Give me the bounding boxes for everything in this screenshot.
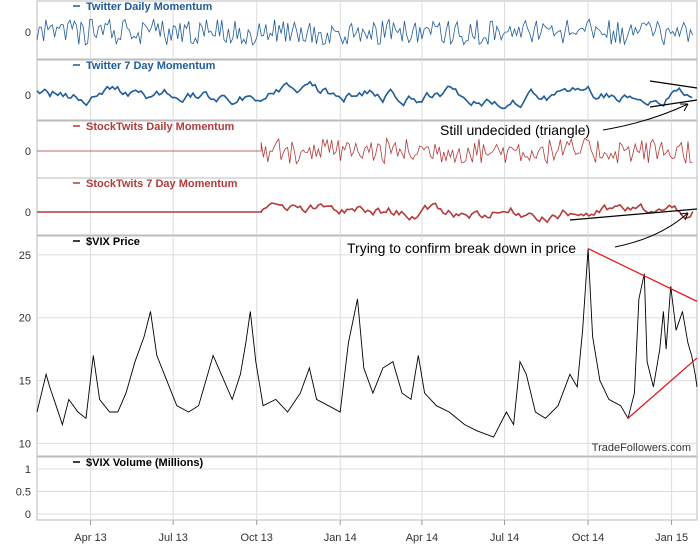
panel-title: Twitter 7 Day Momentum [86, 60, 216, 72]
annotation-still-undecided: Still undecided (triangle) [440, 122, 590, 138]
panel-3: StockTwits Daily Momentum 0 [25, 120, 698, 179]
panel-frame [36, 59, 698, 121]
y-tick-label: 25 [19, 250, 31, 262]
annotation-break-down: Trying to confirm break down in price [347, 240, 576, 256]
y-tick-label: 0 [25, 27, 31, 39]
series-line-daily [36, 18, 693, 46]
panel-1: Twitter Daily Momentum 0 [25, 0, 698, 60]
x-tick-label: Apr 14 [406, 532, 438, 544]
y-tick-label: 0 [25, 509, 31, 521]
x-tick-label: Oct 13 [240, 532, 272, 544]
panel-frame [36, 235, 698, 457]
stocktwits-support-line [569, 208, 698, 221]
triangle-lower-trendline [627, 357, 698, 419]
panel-title: Twitter Daily Momentum [86, 1, 213, 13]
annotation-arrow [614, 212, 689, 248]
x-tick-label: Oct 14 [572, 532, 604, 544]
y-tick-label: 0.5 [16, 487, 31, 499]
momentum-triangle-upper-line [649, 80, 698, 89]
panel-title: StockTwits 7 Day Momentum [86, 178, 238, 190]
y-tick-label: 1 [25, 464, 31, 476]
y-tick-label: 0 [25, 146, 31, 158]
panel-title: $VIX Volume (Millions) [86, 457, 203, 469]
momentum-triangle-lower-line [649, 99, 698, 108]
panel-title: $VIX Price [86, 236, 140, 248]
series-line-7day [36, 80, 693, 110]
annotation-arrow [602, 103, 689, 131]
panel-2: Twitter 7 Day Momentum 0 [25, 59, 698, 121]
panel-frame [36, 456, 698, 521]
panel-frame [36, 120, 698, 179]
panel-frame [36, 177, 698, 236]
triangle-upper-trendline [587, 247, 698, 302]
y-tick-label: 20 [19, 313, 31, 325]
x-tick-label: Jan 15 [655, 532, 688, 544]
x-tick-label: Jul 14 [490, 532, 519, 544]
y-tick-label: 0 [25, 207, 31, 219]
vix-price-line [36, 248, 698, 438]
annotation-arrowhead [680, 103, 689, 112]
panel-4: StockTwits 7 Day Momentum 0 [25, 177, 698, 236]
panel-5: $VIX Price 10 15 20 25 TradeFollowers.com [19, 235, 698, 457]
watermark: TradeFollowers.com [592, 442, 691, 454]
y-tick-label: 0 [25, 90, 31, 102]
x-tick-label: Apr 13 [74, 532, 106, 544]
x-tick-label: Jan 14 [324, 532, 357, 544]
series-line-7day [37, 202, 694, 224]
y-tick-label: 10 [19, 438, 31, 450]
panel-6: $VIX Volume (Millions) 0 0.5 1 [16, 456, 698, 521]
annotation-arrowhead [679, 212, 689, 221]
panel-frame [36, 0, 698, 60]
panel-title: StockTwits Daily Momentum [86, 121, 235, 133]
series-line-daily [37, 136, 693, 165]
y-tick-label: 15 [19, 376, 31, 388]
x-tick-label: Jul 13 [158, 532, 187, 544]
